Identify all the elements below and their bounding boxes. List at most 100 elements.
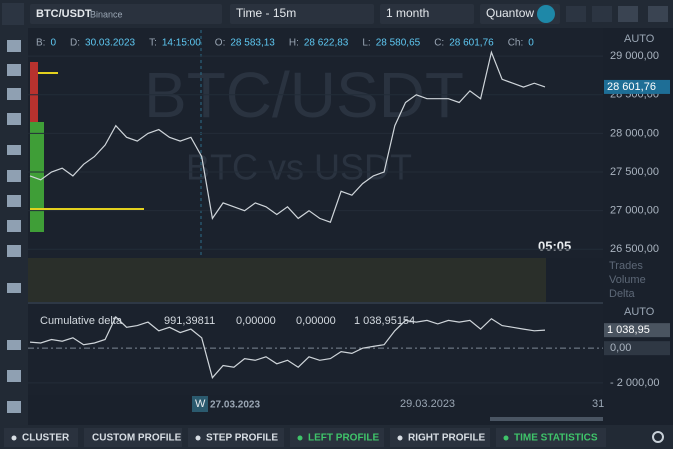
profile-bar [30, 122, 44, 232]
watermark-description: BTC vs USDT [186, 147, 412, 188]
link-button[interactable] [537, 5, 555, 23]
tab-label: TIME STATISTICS [514, 433, 598, 444]
indicator-label: Volume [609, 274, 646, 286]
tool-button[interactable] [648, 6, 668, 22]
info-value: 14:15:00 [162, 38, 201, 49]
y-tick-label: 27 000,00 [610, 205, 659, 217]
x-tick-label: 31 [592, 398, 604, 410]
tab-label: RIGHT PROFILE [408, 433, 486, 444]
delta-name: Cumulative delta [40, 315, 123, 327]
tab-dot [195, 435, 201, 441]
timeframe: Time - 15m [236, 6, 296, 20]
profile-poc [30, 208, 144, 210]
last-value-label: 1 038,95 [607, 324, 650, 336]
delta-pane [28, 304, 603, 395]
info-key: Ch: [508, 38, 524, 49]
info-value: 28 583,13 [230, 38, 275, 49]
y-tick-label: - 2 000,00 [610, 377, 660, 389]
tool-button[interactable] [566, 6, 586, 22]
y-tick-label: 29 000,00 [610, 50, 659, 62]
tool-icon[interactable] [7, 220, 21, 232]
info-key: C: [434, 38, 444, 49]
series-line [29, 50, 546, 223]
info-value: 0 [50, 38, 56, 49]
tab-dot [11, 435, 17, 441]
period-box[interactable] [380, 4, 474, 24]
settings-button[interactable] [652, 431, 664, 443]
info-key: L: [362, 38, 370, 49]
pane-divider [28, 302, 603, 304]
tool-icon[interactable] [7, 64, 21, 76]
tab-label: STEP PROFILE [206, 433, 278, 444]
week-marker [192, 396, 208, 412]
x-tick-label: 29.03.2023 [400, 398, 455, 410]
tool-icon[interactable] [7, 340, 21, 350]
layout-button[interactable] [2, 3, 24, 25]
tab[interactable] [290, 428, 384, 447]
auto-label: AUTO [624, 33, 655, 45]
tab-dot [297, 435, 303, 441]
tool-icon[interactable] [7, 283, 21, 293]
indicator-label: Delta [609, 288, 636, 300]
indicator-label: Trades [609, 260, 643, 272]
tab-dot [397, 435, 403, 441]
tool-icon[interactable] [7, 40, 21, 52]
indicator-strip [28, 258, 546, 302]
tool-icon[interactable] [7, 195, 21, 207]
y-tick-label: 26 500,00 [610, 243, 659, 255]
last-value-box [604, 79, 670, 94]
tool-button[interactable] [592, 6, 612, 22]
info-key: T: [149, 38, 157, 49]
y-tick-label: 28 000,00 [610, 127, 659, 139]
tab-label: CLUSTER [22, 433, 70, 444]
info-value: 28 580,65 [376, 38, 421, 49]
x-tick-label: 27.03.2023 [210, 400, 260, 411]
week-marker-label: W [195, 398, 206, 410]
tool-icon[interactable] [7, 88, 21, 100]
info-value: 0 [528, 38, 534, 49]
tool-icons [7, 40, 21, 413]
delta-value: 991,39811 [164, 315, 215, 327]
y-tick-label: 0,00 [610, 342, 631, 354]
exchange: Binance [90, 9, 123, 19]
info-key: H: [289, 38, 299, 49]
info-key: B: [36, 38, 45, 49]
volume-profile [30, 62, 144, 232]
tab-label: LEFT PROFILE [308, 433, 379, 444]
tick-box [604, 341, 670, 356]
series-line [29, 315, 546, 379]
tool-icon[interactable] [7, 170, 21, 182]
info-value: 28 601,76 [449, 38, 494, 49]
profile-bar [30, 62, 38, 122]
tool-icon[interactable] [7, 113, 21, 125]
tab[interactable] [4, 428, 78, 447]
tool-icon[interactable] [7, 401, 21, 413]
tab[interactable] [496, 428, 606, 447]
tab-label: CUSTOM PROFILE [92, 433, 182, 444]
tab[interactable] [188, 428, 284, 447]
symbol: BTC/USDT [36, 8, 92, 20]
info-value: 28 622,83 [304, 38, 349, 49]
period: 1 month [386, 6, 429, 20]
timeframe-box[interactable] [230, 4, 374, 24]
delta-value: 0,00000 [296, 315, 336, 327]
countdown: 05:05 [538, 238, 571, 253]
scrollbar[interactable] [490, 417, 603, 421]
delta-value: 1 038,95154 [354, 315, 415, 327]
tool-icon[interactable] [7, 245, 21, 257]
info-value: 30.03.2023 [85, 38, 135, 49]
profile-poc [38, 72, 58, 74]
y-tick-label: 27 500,00 [610, 166, 659, 178]
info-key: D: [70, 38, 80, 49]
delta-value: 0,00000 [236, 315, 276, 327]
price-pane [28, 28, 603, 258]
tool-button[interactable] [618, 6, 638, 22]
tab-dot [503, 435, 509, 441]
symbol-box[interactable] [30, 4, 222, 24]
tab[interactable] [390, 428, 490, 447]
tab[interactable] [84, 428, 182, 447]
tool-icon[interactable] [7, 145, 21, 155]
tool-icon[interactable] [7, 370, 21, 382]
auto-label: AUTO [624, 306, 655, 318]
last-value-box [604, 323, 670, 338]
